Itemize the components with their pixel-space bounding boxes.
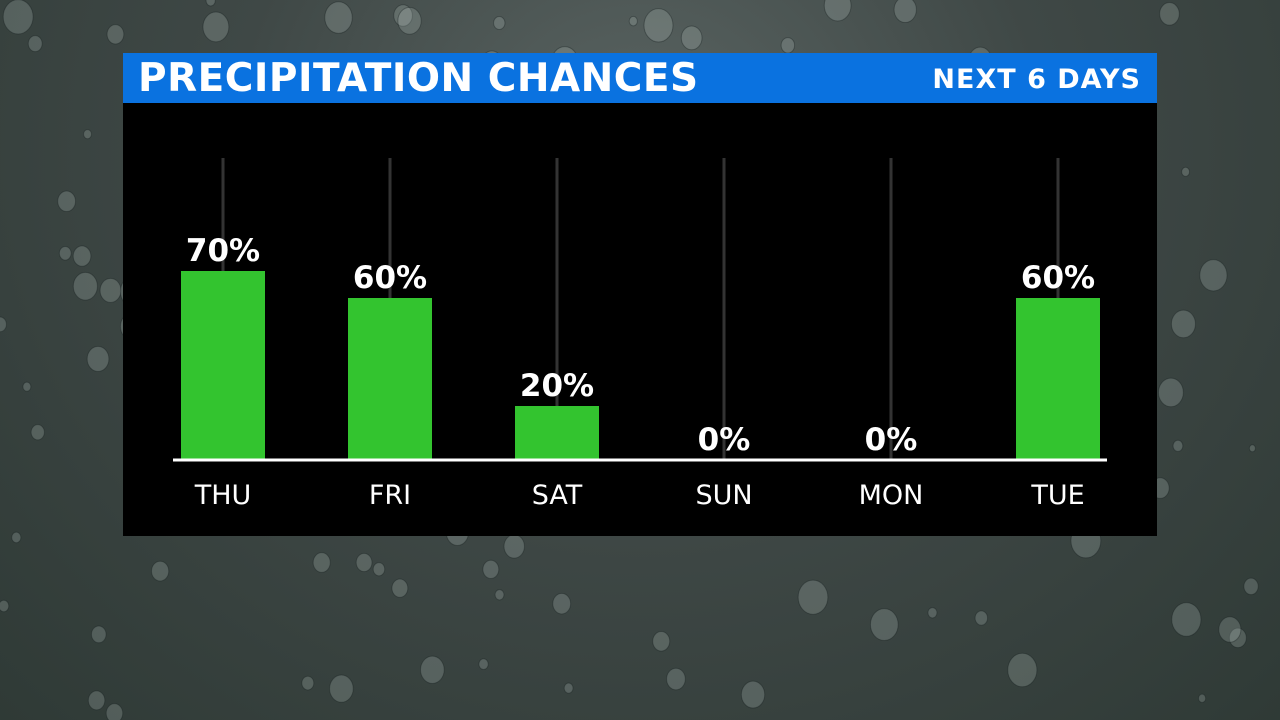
rain-drop <box>1157 377 1184 408</box>
rain-drop <box>72 271 98 301</box>
rain-drop <box>83 129 93 140</box>
rain-drop <box>869 608 899 642</box>
rain-drop <box>106 24 125 45</box>
rain-drop <box>680 25 703 51</box>
category-label: SUN <box>695 480 752 511</box>
bar-sat <box>515 406 599 460</box>
rain-drop <box>30 424 45 441</box>
rain-drop <box>2 0 34 35</box>
category-label: THU <box>194 480 252 511</box>
rain-drop <box>494 589 505 601</box>
rain-drop <box>1199 259 1228 292</box>
title-bar: PRECIPITATION CHANCES NEXT 6 DAYS <box>123 53 1157 103</box>
bar-tue <box>1016 298 1100 460</box>
rain-drop <box>312 552 331 573</box>
rain-drop <box>0 316 7 333</box>
category-label: FRI <box>369 480 411 511</box>
value-label: 20% <box>520 368 594 404</box>
rain-drop <box>1243 577 1259 596</box>
bar-chart: 70% THU 60% FRI 20% SAT 0% SUN 0% MON 60% TUE <box>173 158 1107 511</box>
rain-drop <box>974 610 989 626</box>
rain-drop <box>493 15 506 31</box>
rain-drop <box>11 531 22 544</box>
rain-drop <box>478 658 489 671</box>
rain-drop <box>324 1 353 34</box>
rain-drop <box>1172 439 1184 453</box>
rain-drop <box>628 15 638 27</box>
category-label: MON <box>859 480 924 511</box>
rain-drop <box>355 552 373 573</box>
rain-drop <box>27 35 43 53</box>
rain-drop <box>0 599 10 613</box>
rain-drop <box>643 8 674 43</box>
rain-drop <box>1197 693 1207 703</box>
value-label: 0% <box>865 422 918 458</box>
rain-drop <box>893 0 917 24</box>
category-label: TUE <box>1030 480 1084 511</box>
rain-drop <box>99 277 122 303</box>
rain-drop <box>1171 602 1202 637</box>
rain-drop <box>482 559 500 580</box>
rain-drop <box>393 4 413 27</box>
value-label: 0% <box>698 422 751 458</box>
rain-drop <box>503 534 525 559</box>
rain-drop <box>105 703 124 720</box>
rain-drop <box>57 190 77 213</box>
rain-drop <box>666 667 686 691</box>
rain-drop <box>72 245 92 267</box>
rain-drop <box>1159 2 1180 26</box>
rain-drop <box>397 6 422 35</box>
rain-drop <box>1248 444 1256 453</box>
chart-title: PRECIPITATION CHANCES <box>138 56 699 101</box>
rain-drop <box>927 607 938 619</box>
category-label: SAT <box>532 480 583 511</box>
rain-drop <box>301 675 315 691</box>
rain-drop <box>1181 166 1191 177</box>
rain-drop <box>87 690 106 711</box>
rain-drop <box>202 11 230 43</box>
value-label: 60% <box>353 260 427 296</box>
rain-drop <box>329 674 354 703</box>
rain-drop <box>90 625 107 644</box>
rain-drop <box>58 245 72 261</box>
rain-drop <box>1218 616 1242 643</box>
chart-subtitle: NEXT 6 DAYS <box>932 64 1141 95</box>
rain-drop <box>372 562 386 577</box>
rain-drop <box>780 37 796 54</box>
chart-panel: PRECIPITATION CHANCES NEXT 6 DAYS 70% THU… <box>123 53 1157 536</box>
bar-fri <box>348 298 432 460</box>
rain-drop <box>563 682 574 694</box>
rain-drop <box>652 631 671 652</box>
rain-drop <box>1228 627 1247 649</box>
value-label: 70% <box>186 233 260 269</box>
rain-drop <box>86 345 110 372</box>
rain-drop <box>1170 309 1196 339</box>
rain-drop <box>22 381 32 392</box>
rain-drop <box>151 560 170 582</box>
rain-drop <box>552 592 572 615</box>
bar-thu <box>181 271 265 460</box>
rain-drop <box>740 680 766 709</box>
rain-drop <box>797 579 829 615</box>
rain-drop <box>391 578 409 598</box>
rain-drop <box>1007 652 1038 688</box>
rain-drop <box>823 0 852 22</box>
value-label: 60% <box>1021 260 1095 296</box>
rain-drop <box>419 655 445 684</box>
rain-drop <box>205 0 216 7</box>
